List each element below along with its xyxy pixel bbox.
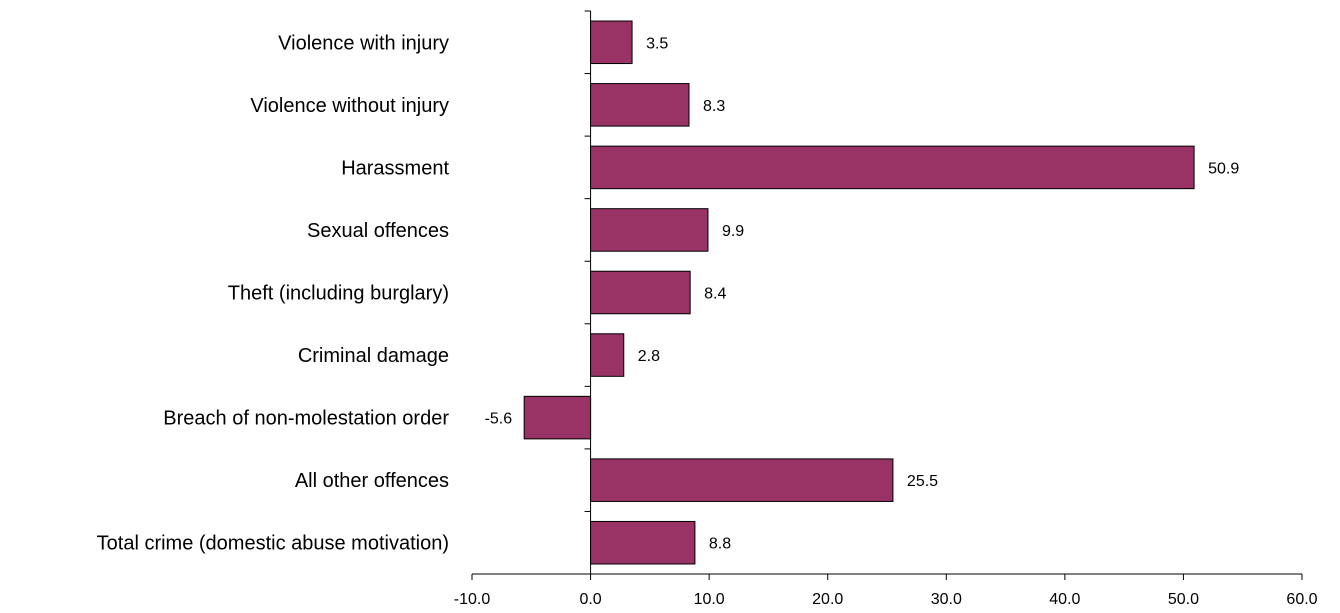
data-label: -5.6 — [485, 411, 513, 428]
data-label: 8.8 — [709, 536, 731, 553]
category-label: Theft (including burglary) — [228, 283, 449, 305]
value-tick-label: 50.0 — [1168, 591, 1199, 608]
category-label: Total crime (domestic abuse motivation) — [97, 533, 449, 555]
category-labels: Violence with injury Violence without inj… — [97, 32, 450, 554]
bar — [590, 270, 691, 315]
data-label: 3.5 — [646, 35, 668, 52]
bar — [590, 20, 633, 65]
data-labels: 3.5 8.3 50.9 9.9 8.4 2.8 -5.6 25.5 8.8 — [485, 35, 1240, 552]
value-axis: -10.0 0.0 10.0 20.0 30.0 40.0 50.0 60.0 — [454, 573, 1318, 608]
bar — [590, 333, 625, 377]
category-label: Violence without injury — [250, 95, 449, 117]
category-label: All other offences — [295, 470, 449, 492]
category-label: Sexual offences — [307, 220, 449, 242]
category-label: Violence with injury — [278, 32, 449, 54]
data-label: 8.3 — [703, 98, 725, 115]
bars — [523, 20, 1195, 565]
category-axis — [584, 10, 592, 575]
bar — [590, 458, 894, 502]
bar — [590, 208, 709, 252]
value-tick-label: 60.0 — [1286, 591, 1317, 608]
data-label: 2.8 — [638, 348, 660, 365]
value-tick-label: 0.0 — [579, 591, 601, 608]
value-tick-label: 40.0 — [1049, 591, 1080, 608]
data-label: 9.9 — [722, 223, 744, 240]
category-label: Criminal damage — [298, 345, 449, 367]
category-label: Breach of non-molestation order — [163, 408, 449, 430]
bar — [590, 145, 1195, 190]
data-label: 8.4 — [704, 286, 726, 303]
category-label: Harassment — [341, 157, 449, 179]
value-tick-label: 10.0 — [694, 591, 725, 608]
bar — [590, 83, 690, 127]
value-tick-label: 30.0 — [931, 591, 962, 608]
value-tick-label: -10.0 — [454, 591, 491, 608]
data-label: 25.5 — [907, 473, 938, 490]
bar — [523, 395, 592, 440]
bar — [590, 520, 696, 565]
value-tick-label: 20.0 — [812, 591, 843, 608]
data-label: 50.9 — [1208, 160, 1239, 177]
